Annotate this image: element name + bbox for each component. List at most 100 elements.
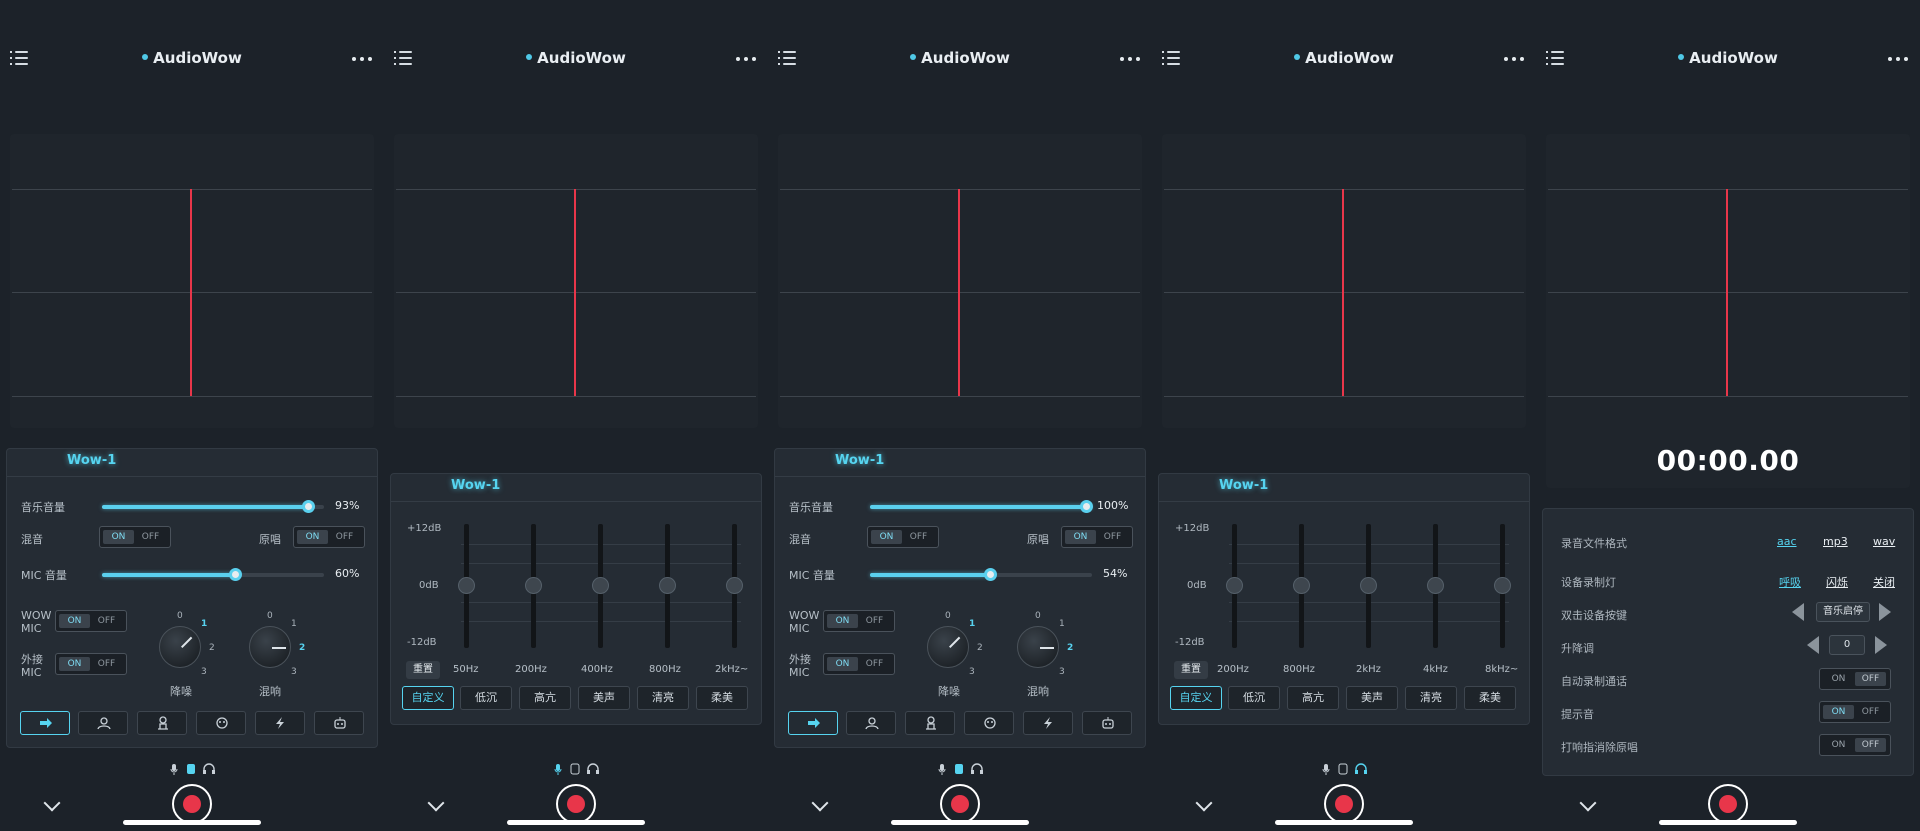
- headphones-icon[interactable]: [971, 760, 983, 779]
- mic-volume-slider[interactable]: [102, 568, 324, 581]
- collapse-chevron-icon[interactable]: [1195, 794, 1213, 812]
- preset-deep[interactable]: 低沉: [460, 686, 512, 710]
- more-icon[interactable]: [1888, 57, 1908, 61]
- mode-button-face[interactable]: [196, 711, 246, 735]
- mode-button-user[interactable]: [846, 711, 896, 735]
- record-button[interactable]: [556, 784, 596, 824]
- prev-arrow-icon[interactable]: [1792, 603, 1804, 621]
- pitch-up-icon[interactable]: [1875, 636, 1887, 654]
- mode-button-robot[interactable]: [314, 711, 364, 735]
- mode-button-singer[interactable]: [137, 711, 187, 735]
- preset-custom[interactable]: 自定义: [1170, 686, 1222, 710]
- wow-mic-toggle[interactable]: ON OFF: [823, 610, 895, 632]
- mode-button-singer[interactable]: [905, 711, 955, 735]
- eq-band-thumb[interactable]: [1226, 577, 1243, 594]
- eq-band-thumb[interactable]: [592, 577, 609, 594]
- tab-wow-1[interactable]: Wow-1: [835, 453, 885, 468]
- next-arrow-icon[interactable]: [1879, 603, 1891, 621]
- more-icon[interactable]: [352, 57, 372, 61]
- more-icon[interactable]: [1120, 57, 1140, 61]
- collapse-chevron-icon[interactable]: [43, 794, 61, 812]
- mic-icon[interactable]: [937, 760, 947, 779]
- preset-bel-canto[interactable]: 美声: [578, 686, 630, 710]
- menu-icon[interactable]: [1546, 50, 1564, 66]
- headphones-icon[interactable]: [1355, 760, 1367, 779]
- eq-band-thumb[interactable]: [659, 577, 676, 594]
- reverb-knob[interactable]: [249, 626, 291, 668]
- menu-icon[interactable]: [10, 50, 28, 66]
- music-volume-slider[interactable]: [870, 500, 1093, 513]
- tab-wow-1[interactable]: Wow-1: [67, 453, 117, 468]
- tab-wow-1[interactable]: Wow-1: [451, 478, 501, 493]
- preset-soft[interactable]: 柔美: [696, 686, 748, 710]
- mode-button-face[interactable]: [964, 711, 1014, 735]
- tab-wow-1[interactable]: Wow-1: [1219, 478, 1269, 493]
- original-toggle[interactable]: ON OFF: [1061, 526, 1133, 548]
- mix-toggle[interactable]: ON OFF: [867, 526, 939, 548]
- mic-volume-slider[interactable]: [870, 568, 1092, 581]
- eq-band-thumb[interactable]: [726, 577, 743, 594]
- reverb-knob[interactable]: [1017, 626, 1059, 668]
- device-icon[interactable]: [954, 760, 964, 779]
- menu-icon[interactable]: [778, 50, 796, 66]
- noise-reduction-knob[interactable]: [927, 626, 969, 668]
- mode-button-lightning[interactable]: [255, 711, 305, 735]
- preset-high[interactable]: 高亢: [519, 686, 571, 710]
- mode-button-user[interactable]: [78, 711, 128, 735]
- wow-mic-toggle[interactable]: ON OFF: [55, 610, 127, 632]
- preset-bel-canto[interactable]: 美声: [1346, 686, 1398, 710]
- prompt-toggle[interactable]: ON OFF: [1819, 701, 1891, 723]
- auto-record-toggle[interactable]: ON OFF: [1819, 668, 1891, 690]
- finger-snap-toggle[interactable]: ON OFF: [1819, 734, 1891, 756]
- preset-deep[interactable]: 低沉: [1228, 686, 1280, 710]
- headphones-icon[interactable]: [587, 760, 599, 779]
- preset-soft[interactable]: 柔美: [1464, 686, 1516, 710]
- eq-band-thumb[interactable]: [458, 577, 475, 594]
- preset-bright[interactable]: 清亮: [637, 686, 689, 710]
- eq-band-thumb[interactable]: [1427, 577, 1444, 594]
- menu-icon[interactable]: [1162, 50, 1180, 66]
- light-option-blink[interactable]: 闪烁: [1826, 576, 1848, 589]
- collapse-chevron-icon[interactable]: [427, 794, 445, 812]
- menu-icon[interactable]: [394, 50, 412, 66]
- device-icon[interactable]: [1338, 760, 1348, 779]
- mic-icon[interactable]: [169, 760, 179, 779]
- reset-button[interactable]: 重置: [406, 661, 440, 679]
- light-option-breath[interactable]: 呼吸: [1779, 576, 1801, 589]
- mode-button-robot[interactable]: [1082, 711, 1132, 735]
- eq-band-thumb[interactable]: [1293, 577, 1310, 594]
- record-button[interactable]: [172, 784, 212, 824]
- more-icon[interactable]: [736, 57, 756, 61]
- mic-icon[interactable]: [553, 760, 563, 779]
- collapse-chevron-icon[interactable]: [811, 794, 829, 812]
- device-icon[interactable]: [186, 760, 196, 779]
- preset-custom[interactable]: 自定义: [402, 686, 454, 710]
- original-toggle[interactable]: ON OFF: [293, 526, 365, 548]
- eq-band-thumb[interactable]: [525, 577, 542, 594]
- mix-toggle[interactable]: ON OFF: [99, 526, 171, 548]
- record-button[interactable]: [940, 784, 980, 824]
- eq-band-thumb[interactable]: [1494, 577, 1511, 594]
- mode-button-music[interactable]: [20, 711, 70, 735]
- mode-button-music[interactable]: [788, 711, 838, 735]
- mode-button-lightning[interactable]: [1023, 711, 1073, 735]
- light-option-off[interactable]: 关闭: [1873, 576, 1895, 589]
- collapse-chevron-icon[interactable]: [1579, 794, 1597, 812]
- format-option-aac[interactable]: aac: [1777, 535, 1797, 548]
- record-button[interactable]: [1324, 784, 1364, 824]
- format-option-mp3[interactable]: mp3: [1823, 535, 1848, 548]
- noise-reduction-knob[interactable]: [159, 626, 201, 668]
- preset-bright[interactable]: 清亮: [1405, 686, 1457, 710]
- ext-mic-toggle[interactable]: ON OFF: [823, 653, 895, 675]
- pitch-down-icon[interactable]: [1807, 636, 1819, 654]
- ext-mic-toggle[interactable]: ON OFF: [55, 653, 127, 675]
- device-icon[interactable]: [570, 760, 580, 779]
- headphones-icon[interactable]: [203, 760, 215, 779]
- preset-high[interactable]: 高亢: [1287, 686, 1339, 710]
- mic-icon[interactable]: [1321, 760, 1331, 779]
- more-icon[interactable]: [1504, 57, 1524, 61]
- record-button[interactable]: [1708, 784, 1748, 824]
- reset-button[interactable]: 重置: [1174, 661, 1208, 679]
- music-volume-slider[interactable]: [102, 500, 324, 513]
- eq-band-thumb[interactable]: [1360, 577, 1377, 594]
